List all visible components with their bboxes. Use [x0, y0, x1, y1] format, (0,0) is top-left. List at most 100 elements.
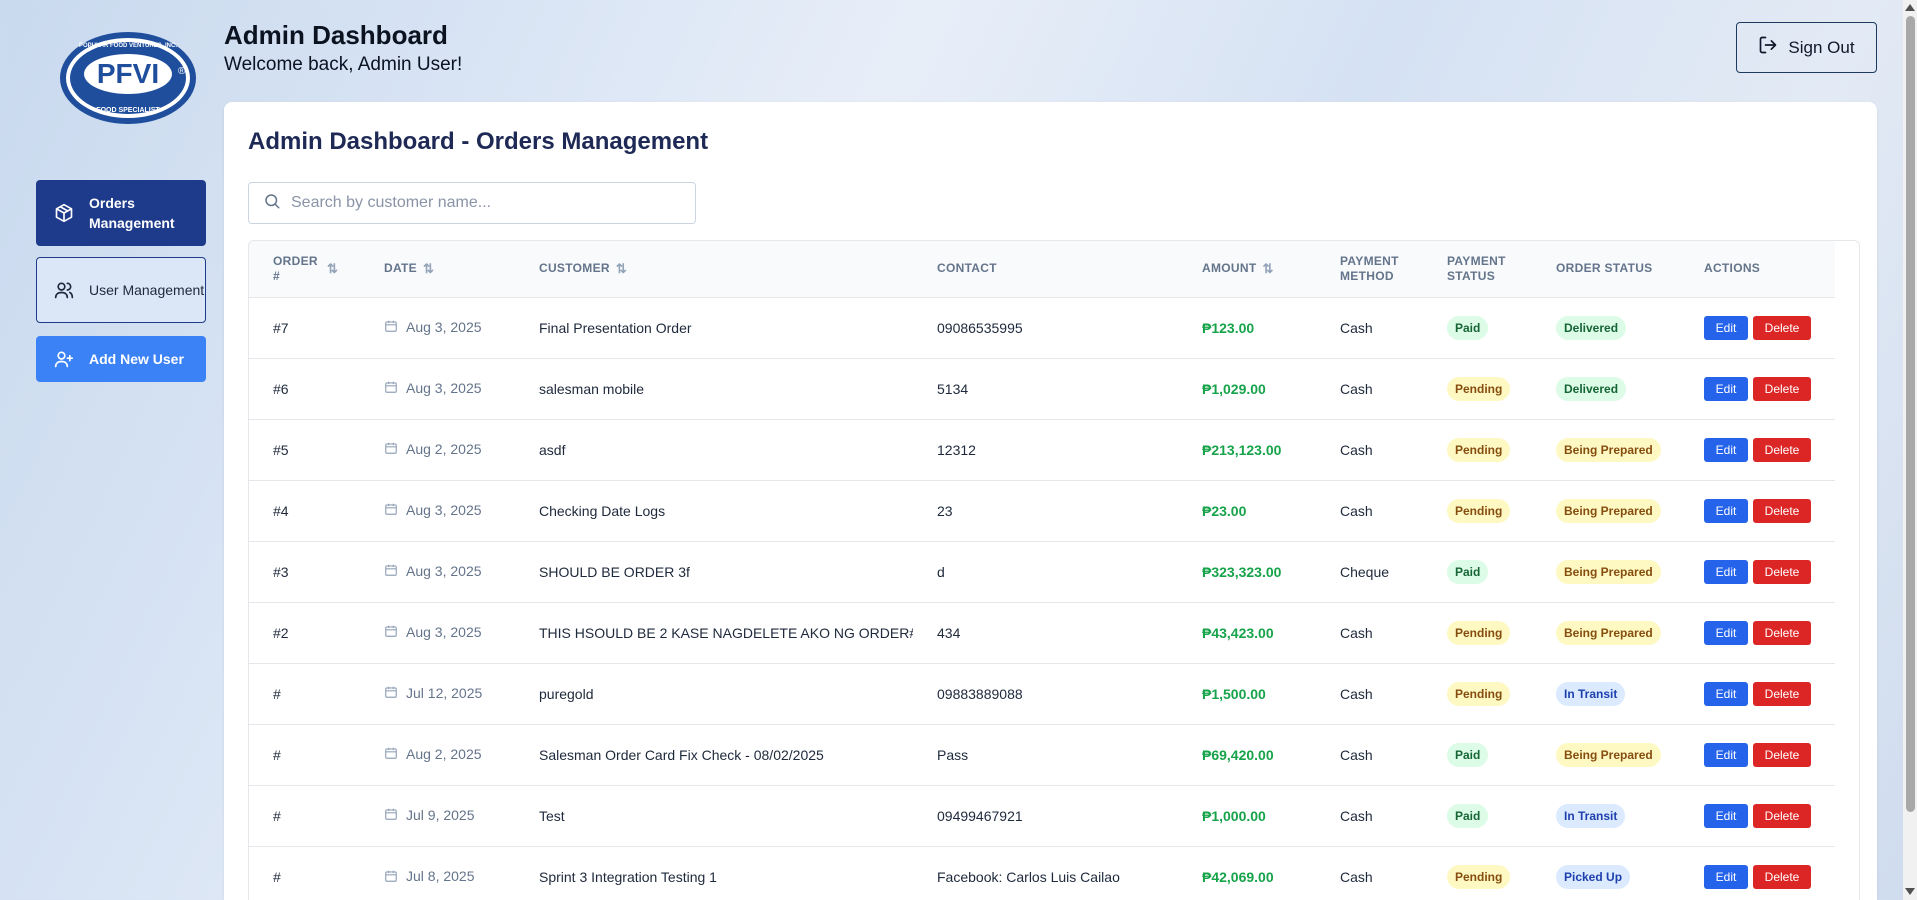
edit-button[interactable]: Edit [1704, 559, 1748, 584]
table-header-row: ORDER # ⇅ DATE ⇅ CUSTOMER ⇅ CONTACT AMOUNT ⇅… [249, 241, 1835, 297]
column-header-actions: ACTIONS [1704, 261, 1761, 276]
scrollbar-thumb[interactable] [1906, 16, 1915, 812]
sort-icon[interactable]: ⇅ [615, 261, 628, 277]
pfvi-logo[interactable]: PFVI POPULAR FOOD VENTURES, INC. FOOD SP… [58, 30, 198, 126]
sign-out-button[interactable]: Sign Out [1736, 22, 1877, 73]
svg-text:®: ® [178, 66, 186, 77]
orders-table-container: ORDER # ⇅ DATE ⇅ CUSTOMER ⇅ CONTACT AMOUNT ⇅… [248, 240, 1860, 900]
order-status-cell: Delivered [1532, 358, 1680, 419]
order-status-badge: Being Prepared [1556, 437, 1661, 462]
payment-method: Cash [1340, 380, 1373, 397]
search-input[interactable] [291, 194, 671, 212]
order-date: Aug 2, 2025 [360, 419, 515, 480]
payment-status-cell: Paid [1423, 297, 1532, 358]
order-date: Jul 9, 2025 [360, 785, 515, 846]
actions-cell: Edit Delete [1680, 663, 1835, 724]
delete-button[interactable]: Delete [1753, 620, 1811, 645]
customer-name: Checking Date Logs [539, 502, 666, 519]
order-status-badge: Being Prepared [1556, 620, 1661, 645]
order-number: #7 [273, 319, 289, 336]
search-icon [263, 192, 281, 215]
edit-button[interactable]: Edit [1704, 376, 1748, 401]
order-number: #2 [273, 624, 289, 641]
delete-button[interactable]: Delete [1753, 742, 1811, 767]
sidebar-item-label: Orders Management [89, 195, 175, 231]
order-status-cell: Being Prepared [1532, 724, 1680, 785]
sidebar-item-user-management[interactable]: User Management [36, 257, 206, 323]
edit-button[interactable]: Edit [1704, 437, 1748, 462]
delete-button[interactable]: Delete [1753, 803, 1811, 828]
table-row: # Aug 2, 2025 Salesman Order Card Fix Chec… [249, 724, 1835, 785]
sort-icon[interactable]: ⇅ [327, 261, 339, 277]
order-status-badge: Being Prepared [1556, 498, 1661, 523]
delete-button[interactable]: Delete [1753, 681, 1811, 706]
order-date: Jul 8, 2025 [360, 846, 515, 900]
order-number: #3 [273, 563, 289, 580]
customer-name: asdf [539, 441, 566, 458]
sidebar-item-orders-management[interactable]: Orders Management [36, 180, 206, 246]
payment-method: Cash [1340, 868, 1373, 885]
payment-status-cell: Pending [1423, 846, 1532, 900]
actions-cell: Edit Delete [1680, 541, 1835, 602]
payment-status-badge: Paid [1447, 559, 1489, 584]
column-header-order[interactable]: ORDER # ⇅ [273, 253, 339, 283]
column-header-amount[interactable]: AMOUNT ⇅ [1202, 261, 1274, 277]
payment-status-cell: Pending [1423, 663, 1532, 724]
edit-button[interactable]: Edit [1704, 315, 1748, 340]
contact: 23 [937, 502, 953, 519]
user-plus-icon [53, 348, 75, 370]
sidebar-item-label: Add New User [89, 351, 184, 367]
order-status-cell: Delivered [1532, 297, 1680, 358]
calendar-icon [384, 319, 398, 336]
calendar-icon [384, 685, 398, 702]
amount: ₱23.00 [1202, 502, 1247, 519]
order-date: Aug 3, 2025 [360, 297, 515, 358]
order-status-badge: Being Prepared [1556, 559, 1661, 584]
edit-button[interactable]: Edit [1704, 620, 1748, 645]
delete-button[interactable]: Delete [1753, 498, 1811, 523]
edit-button[interactable]: Edit [1704, 742, 1748, 767]
delete-button[interactable]: Delete [1753, 437, 1811, 462]
sort-icon[interactable]: ⇅ [1262, 261, 1274, 277]
calendar-icon [384, 869, 398, 886]
contact: Facebook: Carlos Luis Cailao [937, 868, 1120, 885]
order-date: Aug 2, 2025 [360, 724, 515, 785]
payment-method: Cash [1340, 319, 1373, 336]
column-header-contact: CONTACT [937, 261, 997, 276]
scroll-up-arrow-icon[interactable] [1905, 4, 1915, 11]
delete-button[interactable]: Delete [1753, 376, 1811, 401]
actions-cell: Edit Delete [1680, 846, 1835, 900]
contact: 12312 [937, 441, 976, 458]
actions-cell: Edit Delete [1680, 358, 1835, 419]
add-new-user-button[interactable]: Add New User [36, 336, 206, 382]
payment-status-badge: Paid [1447, 742, 1489, 767]
calendar-icon [384, 807, 398, 824]
payment-status-cell: Pending [1423, 480, 1532, 541]
page-scrollbar[interactable] [1903, 0, 1917, 900]
order-status-badge: Delivered [1556, 315, 1627, 340]
contact: Pass [937, 746, 969, 763]
order-number: #6 [273, 380, 289, 397]
edit-button[interactable]: Edit [1704, 498, 1748, 523]
sort-icon[interactable]: ⇅ [422, 261, 435, 277]
edit-button[interactable]: Edit [1704, 681, 1748, 706]
sidebar: PFVI POPULAR FOOD VENTURES, INC. FOOD SP… [0, 0, 215, 900]
edit-button[interactable]: Edit [1704, 803, 1748, 828]
svg-text:POPULAR FOOD VENTURES, INC.: POPULAR FOOD VENTURES, INC. [79, 43, 177, 49]
delete-button[interactable]: Delete [1753, 315, 1811, 340]
page-title: Admin Dashboard [224, 20, 448, 50]
column-header-customer[interactable]: CUSTOMER ⇅ [539, 261, 628, 277]
payment-status-cell: Pending [1423, 358, 1532, 419]
column-header-date[interactable]: DATE ⇅ [384, 261, 435, 277]
delete-button[interactable]: Delete [1753, 864, 1811, 889]
calendar-icon [384, 441, 398, 458]
table-row: # Jul 8, 2025 Sprint 3 Integration Testing… [249, 846, 1835, 900]
scroll-down-arrow-icon[interactable] [1905, 888, 1915, 895]
order-status-cell: Being Prepared [1532, 480, 1680, 541]
amount: ₱213,123.00 [1202, 441, 1282, 458]
payment-method: Cheque [1340, 563, 1390, 580]
order-status-cell: Being Prepared [1532, 419, 1680, 480]
orders-table: ORDER # ⇅ DATE ⇅ CUSTOMER ⇅ CONTACT AMOUNT ⇅… [249, 241, 1835, 900]
edit-button[interactable]: Edit [1704, 864, 1748, 889]
delete-button[interactable]: Delete [1753, 559, 1811, 584]
